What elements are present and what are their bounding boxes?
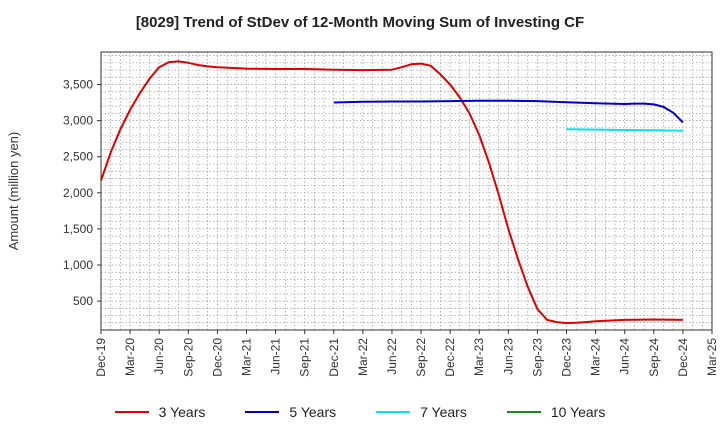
y-tick-label: 1,500 <box>63 222 93 236</box>
y-tick-label: 3,000 <box>63 114 93 128</box>
y-tick-label: 500 <box>73 294 93 308</box>
y-axis-title: Amount (million yen) <box>6 132 21 251</box>
series-line-7-years <box>566 128 683 132</box>
plot-area-frame <box>100 51 713 331</box>
y-tick-label: 1,000 <box>63 258 93 272</box>
x-tick-label: Sep-21 <box>298 338 312 377</box>
y-tick-label: 2,500 <box>63 150 93 164</box>
x-tick-label: Sep-24 <box>647 338 661 377</box>
x-tick-label: Sep-23 <box>530 338 544 377</box>
legend-item-3-years: 3 Years <box>114 404 206 420</box>
x-tick-label: Dec-20 <box>210 338 224 377</box>
x-tick-label: Dec-21 <box>327 338 341 377</box>
x-tick-label: Mar-22 <box>356 338 370 376</box>
legend-swatch-3-years <box>114 411 149 413</box>
x-tick-label: Mar-24 <box>589 338 603 376</box>
x-tick-label: Jun-23 <box>501 338 515 375</box>
x-tick-label: Dec-22 <box>443 338 457 377</box>
x-tick-label: Mar-21 <box>239 338 253 376</box>
legend-label-5-years: 5 Years <box>289 404 337 420</box>
x-tick-label: Dec-24 <box>676 338 690 377</box>
y-tick-label: 3,500 <box>63 77 93 91</box>
legend-item-5-years: 5 Years <box>245 404 336 420</box>
x-tick-label: Jun-22 <box>385 338 399 375</box>
legend-label-3-years: 3 Years <box>158 404 206 420</box>
chart-legend: 3 Years 5 Years 7 Years 10 Years <box>0 404 720 420</box>
x-tick-label: Jun-24 <box>618 338 632 375</box>
legend-item-7-years: 7 Years <box>376 404 467 420</box>
x-tick-label: Jun-21 <box>269 338 283 375</box>
x-tick-label: Sep-22 <box>414 338 428 377</box>
series-line-5-years <box>333 99 684 124</box>
x-tick-label: Jun-20 <box>152 338 166 375</box>
legend-label-10-years: 10 Years <box>550 404 606 420</box>
legend-swatch-10-years <box>506 411 541 413</box>
chart-title: [8029] Trend of StDev of 12-Month Moving… <box>135 14 585 31</box>
legend-swatch-5-years <box>245 411 280 413</box>
x-tick-label: Sep-20 <box>181 338 195 377</box>
legend-swatch-7-years <box>376 411 411 413</box>
legend-label-7-years: 7 Years <box>420 404 467 420</box>
x-tick-label: Dec-19 <box>94 338 108 377</box>
x-tick-label: Mar-20 <box>123 338 137 376</box>
x-tick-label: Mar-25 <box>705 338 719 376</box>
legend-item-10-years: 10 Years <box>506 404 606 420</box>
x-tick-label: Dec-23 <box>560 338 574 377</box>
y-tick-label: 2,000 <box>63 186 93 200</box>
x-tick-label: Mar-23 <box>472 338 486 376</box>
series-line-3-years <box>100 60 683 325</box>
